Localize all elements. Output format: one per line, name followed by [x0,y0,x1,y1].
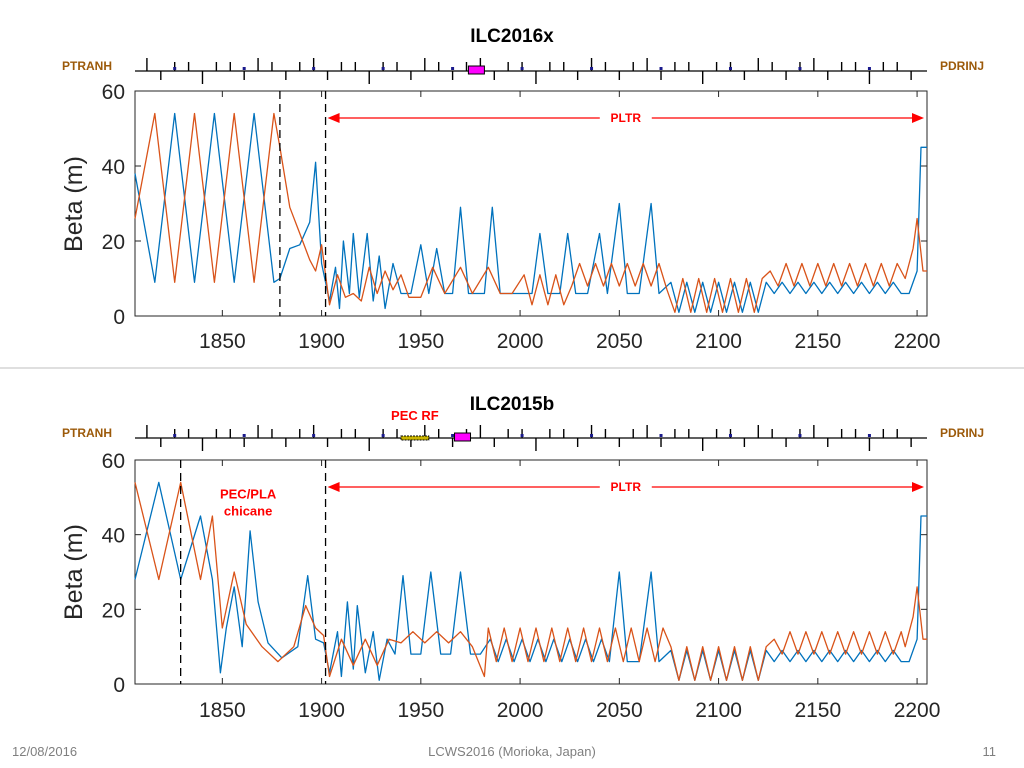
y-tick-label: 20 [102,599,125,622]
x-tick-label: 1950 [397,699,444,722]
lattice-marker [520,434,524,437]
magenta-element [467,65,485,75]
series-line-beta-y [134,112,927,313]
lattice-marker [867,434,871,437]
x-tick-label: 2200 [894,330,941,353]
chart-panel-2: ILC2015b PTRANH PDRINJ 0 20 40 60 1850 1900 1950 2… [60,394,984,722]
x-tick-label: 2150 [794,330,841,353]
lattice-marker [590,434,594,437]
series-line-beta-x [134,112,927,313]
region-arrow-head-left [327,113,340,123]
x-tick-label: 2100 [695,699,742,722]
x-tick-label: 2050 [596,330,643,353]
x-tick-label: 1850 [199,330,246,353]
region-label: PLTR [611,480,642,494]
lattice-marker [659,67,663,70]
lattice-marker [590,67,594,70]
magenta-element [454,432,472,442]
series-line-beta-y [134,481,927,681]
lattice-marker [520,67,524,70]
chart-annotation: PEC RF [391,408,439,423]
chart-panel-1: ILC2016x PTRANH PDRINJ 0 20 40 60 1850 1900 1950 2… [60,26,984,353]
chart-title: ILC2015b [470,394,554,415]
x-tick-label: 1900 [298,699,345,722]
y-tick-label: 60 [102,81,125,104]
beamline-start-label: PTRANH [62,426,112,440]
x-tick-label: 1850 [199,699,246,722]
y-tick-label: 40 [102,156,125,179]
lattice-marker [798,67,802,70]
lattice-marker [451,67,455,70]
lattice-marker [451,434,455,437]
lattice-marker [312,434,316,437]
x-tick-label: 1900 [298,330,345,353]
beamline-end-label: PDRINJ [940,426,984,440]
lattice-marker [659,434,663,437]
x-tick-label: 2150 [794,699,841,722]
beamline-start-label: PTRANH [62,59,112,73]
region-arrow-head-right [912,113,924,123]
x-tick-label: 2000 [497,330,544,353]
beamline-end-label: PDRINJ [940,59,984,73]
x-tick-label: 1950 [397,330,444,353]
plot-frame [134,90,928,317]
footer-date: 12/08/2016 [12,744,78,759]
y-axis-label: Beta (m) [60,156,88,252]
lattice-marker [798,434,802,437]
footer-conference: LCWS2016 (Morioka, Japan) [428,744,596,759]
lattice-marker [381,434,385,437]
footer-page-number: 11 [982,744,997,759]
y-tick-label: 0 [113,674,125,697]
lattice-marker [312,67,316,70]
region-label: PLTR [611,111,642,125]
lattice-marker [728,67,732,70]
rf-cavity-element [400,435,430,441]
chart-title: ILC2016x [470,26,554,47]
y-tick-label: 20 [102,231,125,254]
lattice-marker [173,434,177,437]
y-tick-label: 60 [102,450,125,473]
chart-annotation: PEC/PLA [220,487,277,502]
y-tick-label: 40 [102,525,125,548]
chart-annotation: chicane [224,503,272,518]
lattice-marker [867,67,871,70]
lattice-marker [242,434,246,437]
lattice-marker [242,67,246,70]
y-axis-label: Beta (m) [60,524,88,620]
region-arrow-head-right [912,482,924,492]
x-tick-label: 2100 [695,330,742,353]
lattice-marker [173,67,177,70]
y-tick-label: 0 [113,306,125,329]
region-arrow-head-left [327,482,340,492]
x-tick-label: 2000 [497,699,544,722]
lattice-marker [728,434,732,437]
x-tick-label: 2200 [894,699,941,722]
lattice-marker [381,67,385,70]
x-tick-label: 2050 [596,699,643,722]
plot-frame [134,459,928,685]
